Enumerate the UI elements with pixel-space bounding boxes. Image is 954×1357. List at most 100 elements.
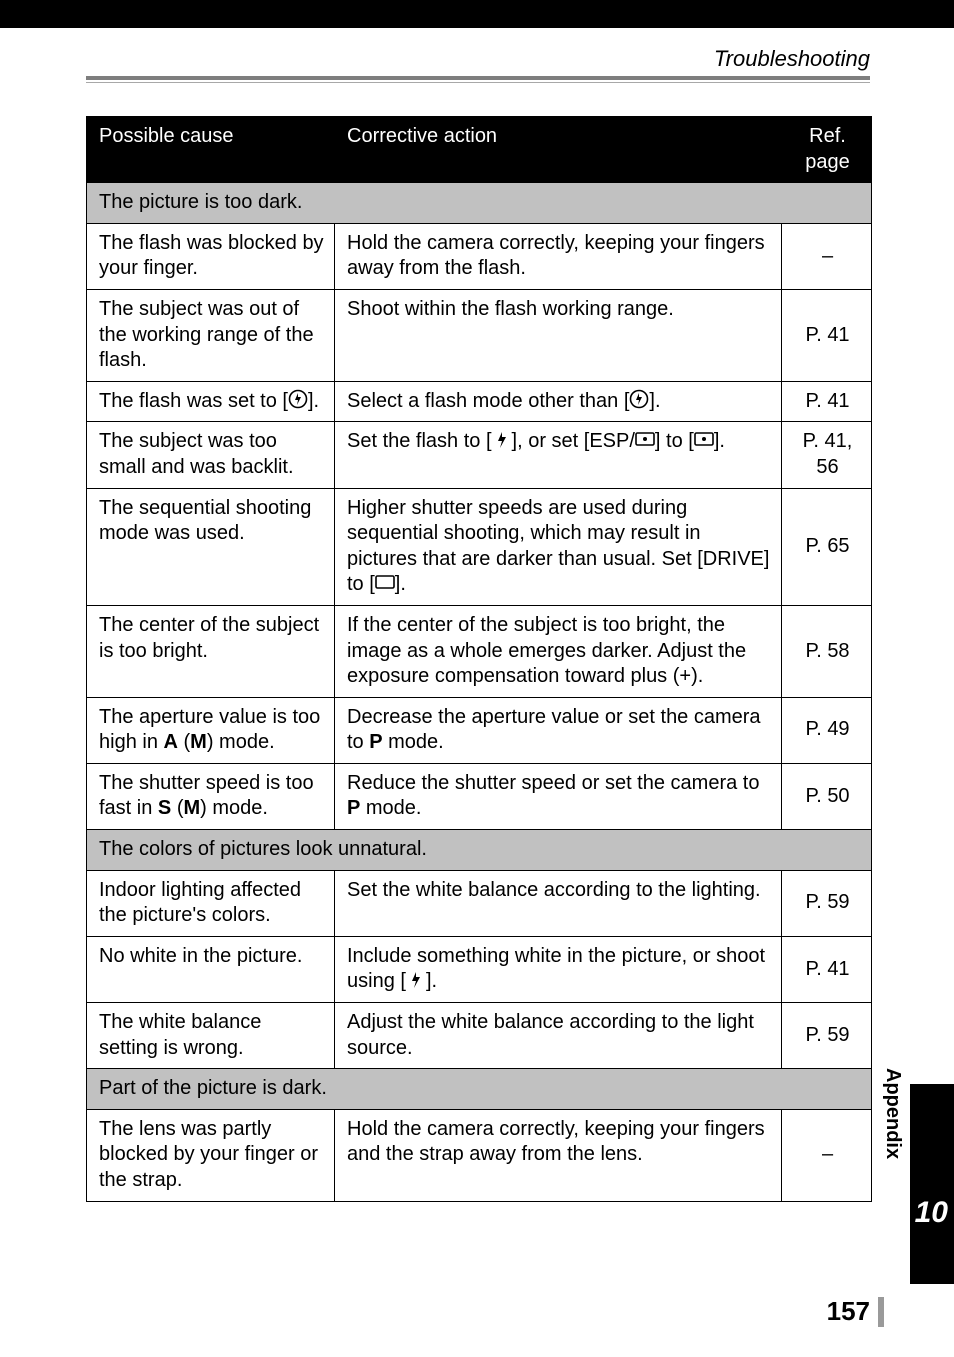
action-text: ]. bbox=[649, 390, 660, 412]
action-cell: Select a flash mode other than []. bbox=[335, 381, 782, 422]
mode-letter: S bbox=[158, 797, 171, 819]
col-corrective-action: Corrective action bbox=[335, 117, 782, 183]
action-cell: Set the flash to [ ], or set [ESP/ ] to []… bbox=[335, 422, 782, 488]
top-bar bbox=[0, 0, 954, 28]
ref-cell: – bbox=[782, 1109, 872, 1201]
cause-cell: The sequential shooting mode was used. bbox=[87, 488, 335, 605]
action-cell: Set the white balance according to the l… bbox=[335, 870, 782, 936]
cause-cell: The subject was too small and was backli… bbox=[87, 422, 335, 488]
action-text: ]. bbox=[714, 430, 725, 452]
table-row: The white balance setting is wrong. Adju… bbox=[87, 1003, 872, 1069]
cause-text: ( bbox=[171, 797, 183, 819]
cause-cell: The flash was set to []. bbox=[87, 381, 335, 422]
mode-letter: A bbox=[164, 731, 178, 753]
action-text: ] to [ bbox=[655, 430, 694, 452]
col-possible-cause: Possible cause bbox=[87, 117, 335, 183]
spot-meter-icon bbox=[635, 429, 655, 449]
flash-off-icon bbox=[629, 389, 649, 409]
ref-cell: – bbox=[782, 223, 872, 289]
mode-letter: M bbox=[190, 731, 207, 753]
cause-cell: The white balance setting is wrong. bbox=[87, 1003, 335, 1069]
cause-cell: The aperture value is too high in A (M) … bbox=[87, 697, 335, 763]
section-row: The picture is too dark. bbox=[87, 183, 872, 224]
ref-cell: P. 65 bbox=[782, 488, 872, 605]
table-row: Indoor lighting affected the picture's c… bbox=[87, 870, 872, 936]
spot-meter-icon bbox=[694, 429, 714, 449]
page-number: 157 bbox=[827, 1296, 870, 1327]
ref-cell: P. 41 bbox=[782, 936, 872, 1002]
cause-cell: Indoor lighting affected the picture's c… bbox=[87, 870, 335, 936]
cause-text: ) mode. bbox=[200, 797, 268, 819]
mode-letter: M bbox=[183, 797, 200, 819]
table-row: The subject was too small and was backli… bbox=[87, 422, 872, 488]
cause-text: The flash was set to [ bbox=[99, 390, 288, 412]
action-text: ], or set [ESP/ bbox=[512, 430, 635, 452]
table-row: The shutter speed is too fast in S (M) m… bbox=[87, 763, 872, 829]
cause-text: ]. bbox=[308, 390, 319, 412]
section-row: The colors of pictures look unnatural. bbox=[87, 830, 872, 871]
action-text: ]. bbox=[426, 970, 437, 992]
table-row: The flash was set to []. Select a flash … bbox=[87, 381, 872, 422]
cause-cell: No white in the picture. bbox=[87, 936, 335, 1002]
flash-bolt-icon bbox=[492, 429, 512, 449]
flash-bolt-icon bbox=[406, 969, 426, 989]
table-row: The subject was out of the working range… bbox=[87, 289, 872, 381]
table-row: The center of the subject is too bright.… bbox=[87, 605, 872, 697]
side-section-label: Appendix bbox=[881, 1068, 904, 1159]
ref-cell: P. 50 bbox=[782, 763, 872, 829]
action-cell: Adjust the white balance according to th… bbox=[335, 1003, 782, 1069]
ref-cell: P. 59 bbox=[782, 1003, 872, 1069]
header-rule-thin bbox=[86, 82, 870, 83]
ref-cell: P. 58 bbox=[782, 605, 872, 697]
action-text: mode. bbox=[360, 797, 421, 819]
side-tab bbox=[910, 1084, 954, 1284]
cause-cell: The lens was partly blocked by your fing… bbox=[87, 1109, 335, 1201]
ref-cell: P. 49 bbox=[782, 697, 872, 763]
action-cell: Shoot within the flash working range. bbox=[335, 289, 782, 381]
section-title: The colors of pictures look unnatural. bbox=[87, 830, 872, 871]
table-row: The sequential shooting mode was used. H… bbox=[87, 488, 872, 605]
ref-cell: P. 41 bbox=[782, 289, 872, 381]
single-drive-icon bbox=[375, 572, 395, 592]
cause-cell: The center of the subject is too bright. bbox=[87, 605, 335, 697]
action-cell: Higher shutter speeds are used during se… bbox=[335, 488, 782, 605]
action-text: Reduce the shutter speed or set the came… bbox=[347, 772, 759, 794]
table-row: No white in the picture. Include somethi… bbox=[87, 936, 872, 1002]
cause-text: ( bbox=[178, 731, 190, 753]
page-header: Troubleshooting bbox=[0, 28, 954, 90]
action-text: mode. bbox=[383, 731, 444, 753]
table-row: The flash was blocked by your finger. Ho… bbox=[87, 223, 872, 289]
action-cell: If the center of the subject is too brig… bbox=[335, 605, 782, 697]
action-text: Higher shutter speeds are used during se… bbox=[347, 497, 769, 596]
mode-letter: P bbox=[347, 797, 360, 819]
ref-cell: P. 41 bbox=[782, 381, 872, 422]
cause-text: ) mode. bbox=[207, 731, 275, 753]
table-row: The aperture value is too high in A (M) … bbox=[87, 697, 872, 763]
section-row: Part of the picture is dark. bbox=[87, 1069, 872, 1110]
cause-cell: The shutter speed is too fast in S (M) m… bbox=[87, 763, 335, 829]
section-title: The picture is too dark. bbox=[87, 183, 872, 224]
page-title: Troubleshooting bbox=[714, 46, 870, 72]
table-row: The lens was partly blocked by your fing… bbox=[87, 1109, 872, 1201]
ref-cell: P. 41, 56 bbox=[782, 422, 872, 488]
action-text: Set the flash to [ bbox=[347, 430, 492, 452]
table-head-row: Possible cause Corrective action Ref. pa… bbox=[87, 117, 872, 183]
mode-letter: P bbox=[369, 731, 382, 753]
col-ref-page: Ref. page bbox=[782, 117, 872, 183]
ref-cell: P. 59 bbox=[782, 870, 872, 936]
action-text: Select a flash mode other than [ bbox=[347, 390, 629, 412]
action-cell: Include something white in the picture, … bbox=[335, 936, 782, 1002]
action-text: ]. bbox=[395, 573, 406, 595]
flash-off-icon bbox=[288, 389, 308, 409]
troubleshooting-table-wrap: Possible cause Corrective action Ref. pa… bbox=[86, 116, 872, 1202]
page-number-tick bbox=[878, 1297, 884, 1327]
cause-cell: The subject was out of the working range… bbox=[87, 289, 335, 381]
cause-cell: The flash was blocked by your finger. bbox=[87, 223, 335, 289]
header-rule bbox=[86, 76, 870, 80]
action-cell: Hold the camera correctly, keeping your … bbox=[335, 1109, 782, 1201]
action-cell: Reduce the shutter speed or set the came… bbox=[335, 763, 782, 829]
troubleshooting-table: Possible cause Corrective action Ref. pa… bbox=[86, 116, 872, 1202]
action-cell: Hold the camera correctly, keeping your … bbox=[335, 223, 782, 289]
action-cell: Decrease the aperture value or set the c… bbox=[335, 697, 782, 763]
section-title: Part of the picture is dark. bbox=[87, 1069, 872, 1110]
